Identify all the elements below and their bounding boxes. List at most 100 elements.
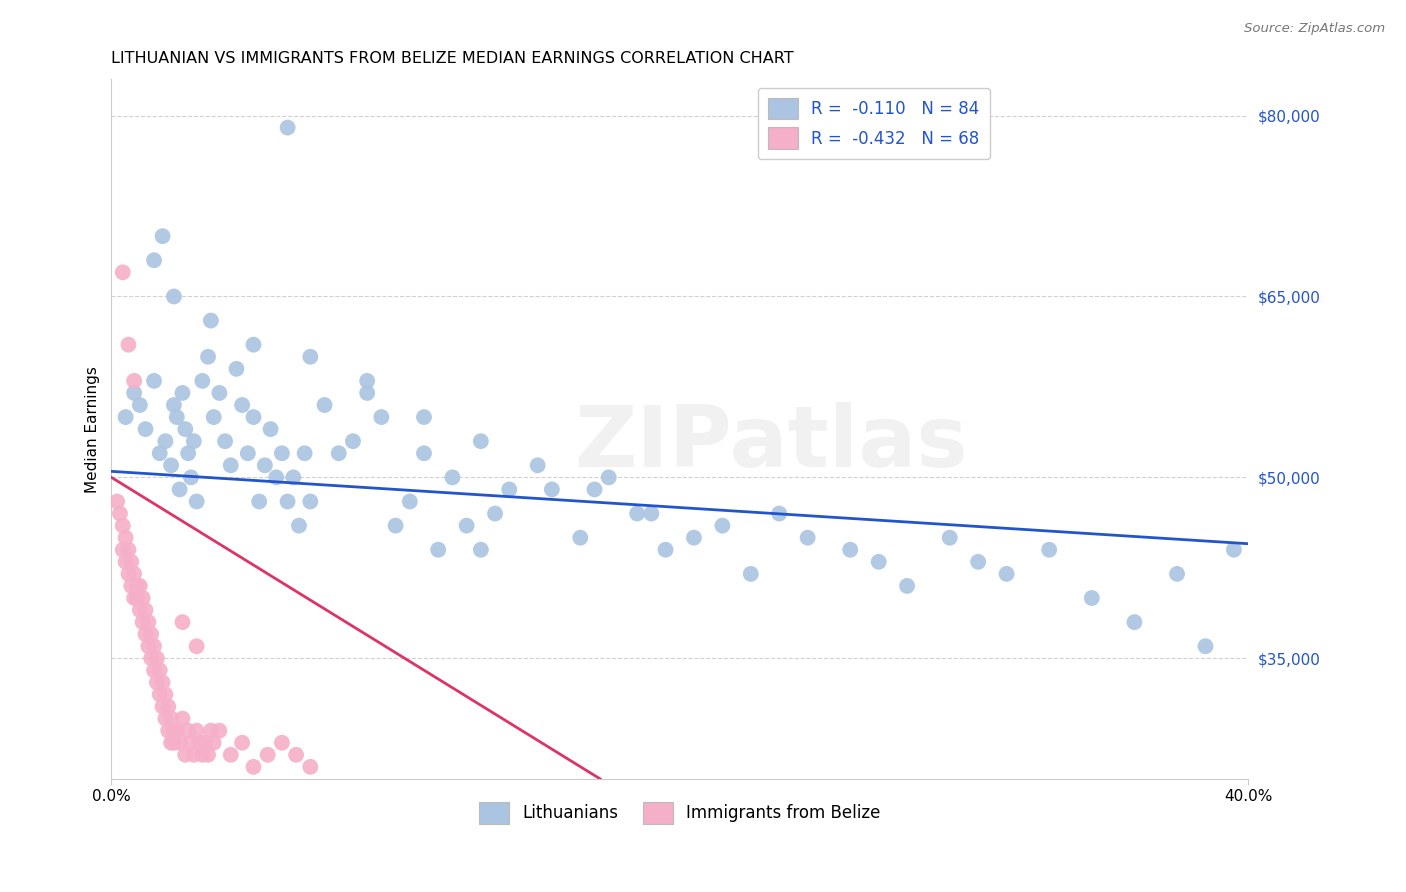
Point: [197, 350, 219, 364]
Point: [202, 736, 225, 750]
Point: [134, 603, 156, 617]
Point: [236, 446, 259, 460]
Point: [163, 289, 186, 303]
Point: [169, 483, 191, 497]
Point: [640, 507, 662, 521]
Point: [146, 675, 169, 690]
Point: [177, 723, 200, 738]
Text: ZIPatlas: ZIPatlas: [574, 401, 967, 484]
Point: [197, 747, 219, 762]
Point: [152, 675, 174, 690]
Point: [1223, 542, 1246, 557]
Point: [1038, 542, 1060, 557]
Point: [768, 507, 790, 521]
Point: [166, 410, 188, 425]
Point: [314, 398, 336, 412]
Point: [131, 591, 153, 605]
Point: [938, 531, 960, 545]
Point: [583, 483, 606, 497]
Point: [186, 494, 208, 508]
Point: [683, 531, 706, 545]
Point: [470, 434, 492, 449]
Point: [160, 712, 183, 726]
Point: [146, 651, 169, 665]
Text: Source: ZipAtlas.com: Source: ZipAtlas.com: [1244, 22, 1385, 36]
Point: [188, 736, 211, 750]
Point: [868, 555, 890, 569]
Point: [277, 494, 299, 508]
Point: [117, 566, 139, 581]
Point: [138, 615, 160, 629]
Point: [122, 591, 145, 605]
Point: [839, 542, 862, 557]
Point: [128, 579, 150, 593]
Point: [172, 386, 194, 401]
Point: [155, 434, 177, 449]
Point: [108, 507, 131, 521]
Point: [111, 518, 134, 533]
Point: [384, 518, 406, 533]
Point: [177, 446, 200, 460]
Point: [342, 434, 364, 449]
Point: [271, 446, 294, 460]
Point: [740, 566, 762, 581]
Point: [117, 542, 139, 557]
Legend: Lithuanians, Immigrants from Belize: Lithuanians, Immigrants from Belize: [468, 792, 891, 833]
Point: [456, 518, 478, 533]
Point: [285, 747, 308, 762]
Point: [186, 723, 208, 738]
Point: [253, 458, 276, 473]
Point: [111, 542, 134, 557]
Point: [1123, 615, 1146, 629]
Point: [183, 747, 205, 762]
Point: [271, 736, 294, 750]
Point: [160, 736, 183, 750]
Point: [166, 723, 188, 738]
Point: [219, 458, 242, 473]
Point: [277, 120, 299, 135]
Point: [200, 723, 222, 738]
Point: [242, 410, 264, 425]
Point: [398, 494, 420, 508]
Point: [264, 470, 287, 484]
Point: [370, 410, 392, 425]
Point: [125, 591, 148, 605]
Point: [569, 531, 592, 545]
Point: [328, 446, 350, 460]
Point: [149, 688, 172, 702]
Point: [194, 736, 217, 750]
Text: LITHUANIAN VS IMMIGRANTS FROM BELIZE MEDIAN EARNINGS CORRELATION CHART: LITHUANIAN VS IMMIGRANTS FROM BELIZE MED…: [111, 51, 794, 66]
Point: [1166, 566, 1188, 581]
Point: [413, 410, 436, 425]
Point: [299, 760, 322, 774]
Point: [174, 747, 197, 762]
Point: [114, 410, 136, 425]
Point: [143, 253, 166, 268]
Point: [163, 736, 186, 750]
Point: [183, 434, 205, 449]
Point: [231, 398, 253, 412]
Point: [283, 470, 305, 484]
Point: [157, 699, 180, 714]
Point: [995, 566, 1018, 581]
Point: [163, 398, 186, 412]
Point: [160, 458, 183, 473]
Point: [152, 699, 174, 714]
Point: [143, 374, 166, 388]
Point: [626, 507, 648, 521]
Point: [114, 531, 136, 545]
Point: [125, 579, 148, 593]
Point: [356, 374, 378, 388]
Point: [427, 542, 450, 557]
Point: [967, 555, 990, 569]
Point: [259, 422, 281, 436]
Point: [180, 736, 202, 750]
Point: [256, 747, 278, 762]
Point: [299, 494, 322, 508]
Point: [526, 458, 548, 473]
Point: [122, 386, 145, 401]
Point: [208, 386, 231, 401]
Point: [120, 555, 142, 569]
Point: [172, 615, 194, 629]
Point: [711, 518, 734, 533]
